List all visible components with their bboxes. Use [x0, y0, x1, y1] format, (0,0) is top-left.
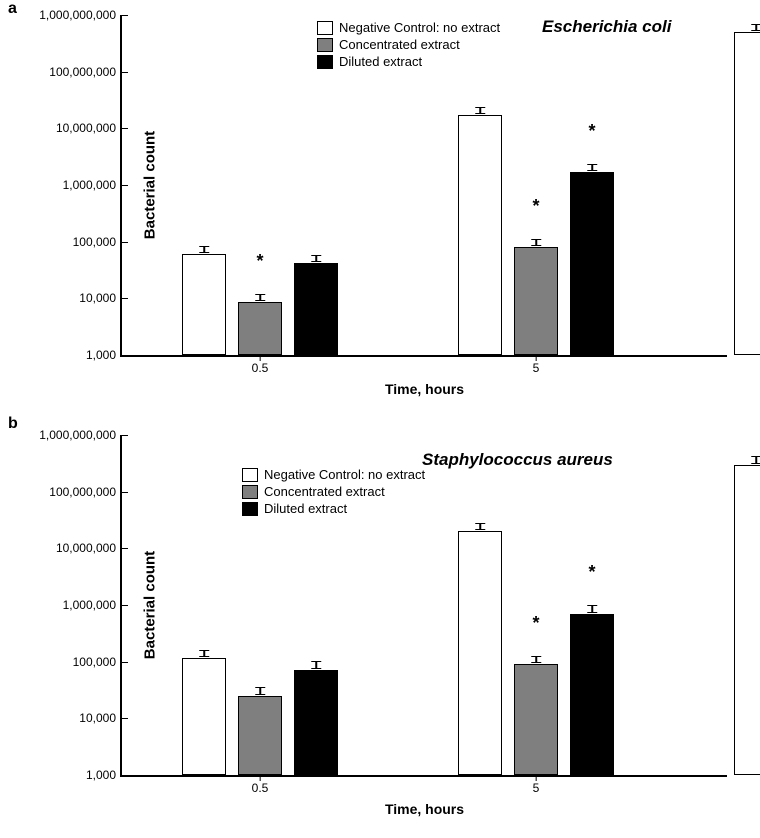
xtick: 0.5	[252, 355, 269, 375]
panel-b-plot: Bacterial count Time, hours Staphylococc…	[120, 435, 727, 777]
ytick: 100,000	[73, 655, 122, 669]
bar	[570, 614, 614, 775]
legend-item: Negative Control: no extract	[317, 20, 500, 35]
legend-swatch	[242, 502, 258, 516]
legend-item: Negative Control: no extract	[242, 467, 425, 482]
panel-a-ylabel: Bacterial count	[142, 131, 159, 239]
ytick: 1,000,000,000	[39, 8, 122, 22]
error-bar	[203, 246, 205, 253]
figure: a Bacterial count Time, hours Escherichi…	[0, 0, 760, 838]
panel-b-ylabel: Bacterial count	[142, 551, 159, 659]
significance-star: *	[532, 613, 539, 634]
legend-item: Diluted extract	[242, 501, 425, 516]
error-bar	[259, 294, 261, 301]
ytick: 10,000	[79, 711, 122, 725]
bar	[294, 263, 338, 355]
bar	[570, 172, 614, 355]
ytick: 1,000	[86, 768, 122, 782]
error-bar	[535, 239, 537, 246]
legend-swatch	[317, 38, 333, 52]
legend-item: Concentrated extract	[317, 37, 500, 52]
bar	[238, 302, 282, 355]
xtick: 5	[533, 355, 540, 375]
ytick: 10,000	[79, 291, 122, 305]
legend-label: Concentrated extract	[339, 37, 460, 52]
legend-label: Negative Control: no extract	[339, 20, 500, 35]
ytick: 100,000	[73, 235, 122, 249]
legend-item: Diluted extract	[317, 54, 500, 69]
ytick: 100,000,000	[49, 65, 122, 79]
bar	[238, 696, 282, 775]
error-bar	[591, 605, 593, 612]
legend-label: Diluted extract	[264, 501, 347, 516]
ytick: 1,000	[86, 348, 122, 362]
ytick: 10,000,000	[56, 541, 122, 555]
legend-swatch	[317, 21, 333, 35]
error-bar	[535, 656, 537, 663]
bar	[734, 465, 760, 775]
panel-a-title: Escherichia coli	[542, 17, 671, 37]
panel-a-xlabel: Time, hours	[385, 381, 464, 397]
panel-a: a Bacterial count Time, hours Escherichi…	[0, 0, 760, 415]
legend-label: Concentrated extract	[264, 484, 385, 499]
error-bar	[203, 650, 205, 657]
ytick: 1,000,000,000	[39, 428, 122, 442]
xtick: 0.5	[252, 775, 269, 795]
panel-b-legend: Negative Control: no extract Concentrated…	[242, 467, 425, 518]
error-bar	[479, 523, 481, 530]
ytick: 10,000,000	[56, 121, 122, 135]
significance-star: *	[256, 251, 263, 272]
error-bar	[591, 164, 593, 171]
ytick: 100,000,000	[49, 485, 122, 499]
ytick: 1,000,000	[63, 178, 122, 192]
error-bar	[755, 456, 757, 463]
ytick: 1,000,000	[63, 598, 122, 612]
panel-a-plot: Bacterial count Time, hours Escherichia …	[120, 15, 727, 357]
bar	[514, 247, 558, 355]
bar	[182, 658, 226, 775]
legend-swatch	[242, 468, 258, 482]
significance-star: *	[588, 562, 595, 583]
error-bar	[479, 107, 481, 114]
bar	[182, 254, 226, 355]
legend-label: Negative Control: no extract	[264, 467, 425, 482]
panel-b-xlabel: Time, hours	[385, 801, 464, 817]
panel-b-label: b	[8, 415, 18, 433]
legend-swatch	[242, 485, 258, 499]
bar	[514, 664, 558, 775]
panel-b-title: Staphylococcus aureus	[422, 450, 613, 470]
legend-swatch	[317, 55, 333, 69]
bar	[458, 115, 502, 355]
panel-a-legend: Negative Control: no extract Concentrated…	[317, 20, 500, 71]
xtick: 5	[533, 775, 540, 795]
error-bar	[315, 661, 317, 668]
legend-item: Concentrated extract	[242, 484, 425, 499]
significance-star: *	[588, 121, 595, 142]
error-bar	[755, 24, 757, 31]
error-bar	[315, 255, 317, 262]
error-bar	[259, 687, 261, 694]
panel-a-label: a	[8, 0, 17, 18]
bar	[458, 531, 502, 775]
panel-b: b Bacterial count Time, hours Staphyloco…	[0, 415, 760, 838]
legend-label: Diluted extract	[339, 54, 422, 69]
bar	[294, 670, 338, 775]
significance-star: *	[532, 196, 539, 217]
bar	[734, 32, 760, 355]
